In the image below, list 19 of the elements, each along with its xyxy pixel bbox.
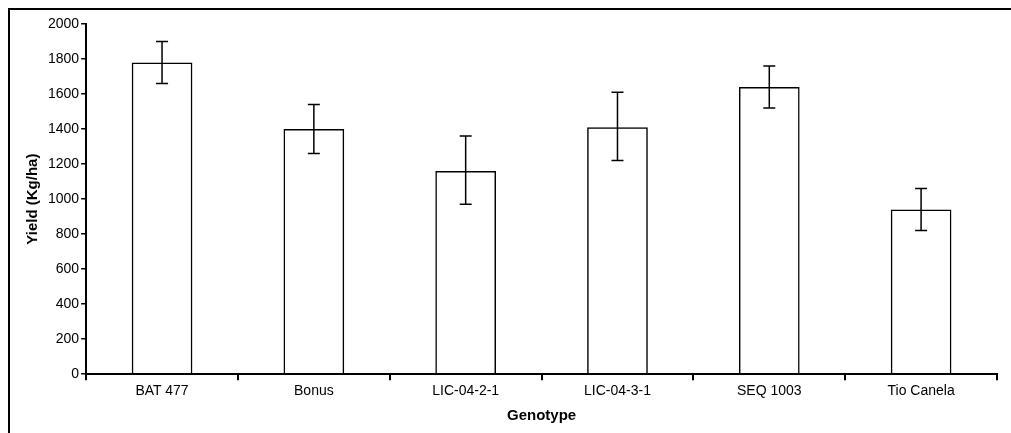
y-tick-label: 1400 [47,119,80,136]
y-tick-label: 1800 [47,49,80,66]
y-tick-label: 800 [55,224,80,241]
x-tick-label: LIC-04-3-1 [584,382,652,399]
y-tick-label: 600 [55,260,80,276]
y-tick-label: 200 [55,330,80,347]
y-tick-label: 0 [71,365,80,382]
x-tick-label: Tio Canela [887,382,955,399]
y-tick-label: 2000 [47,14,80,31]
x-tick-label: Bonus [294,382,334,399]
y-tick-label: 1600 [47,84,80,101]
x-tick-label: BAT 477 [135,382,189,399]
y-tick-label: 400 [55,295,80,312]
y-axis-title: Yield (Kg/ha) [23,153,41,245]
x-tick-label: LIC-04-2-1 [432,382,500,399]
x-axis-title: Genotype [506,406,577,424]
y-tick-label: 1000 [47,189,80,206]
y-tick-label: 1200 [47,154,80,171]
x-tick-label: SEQ 1003 [736,382,802,399]
